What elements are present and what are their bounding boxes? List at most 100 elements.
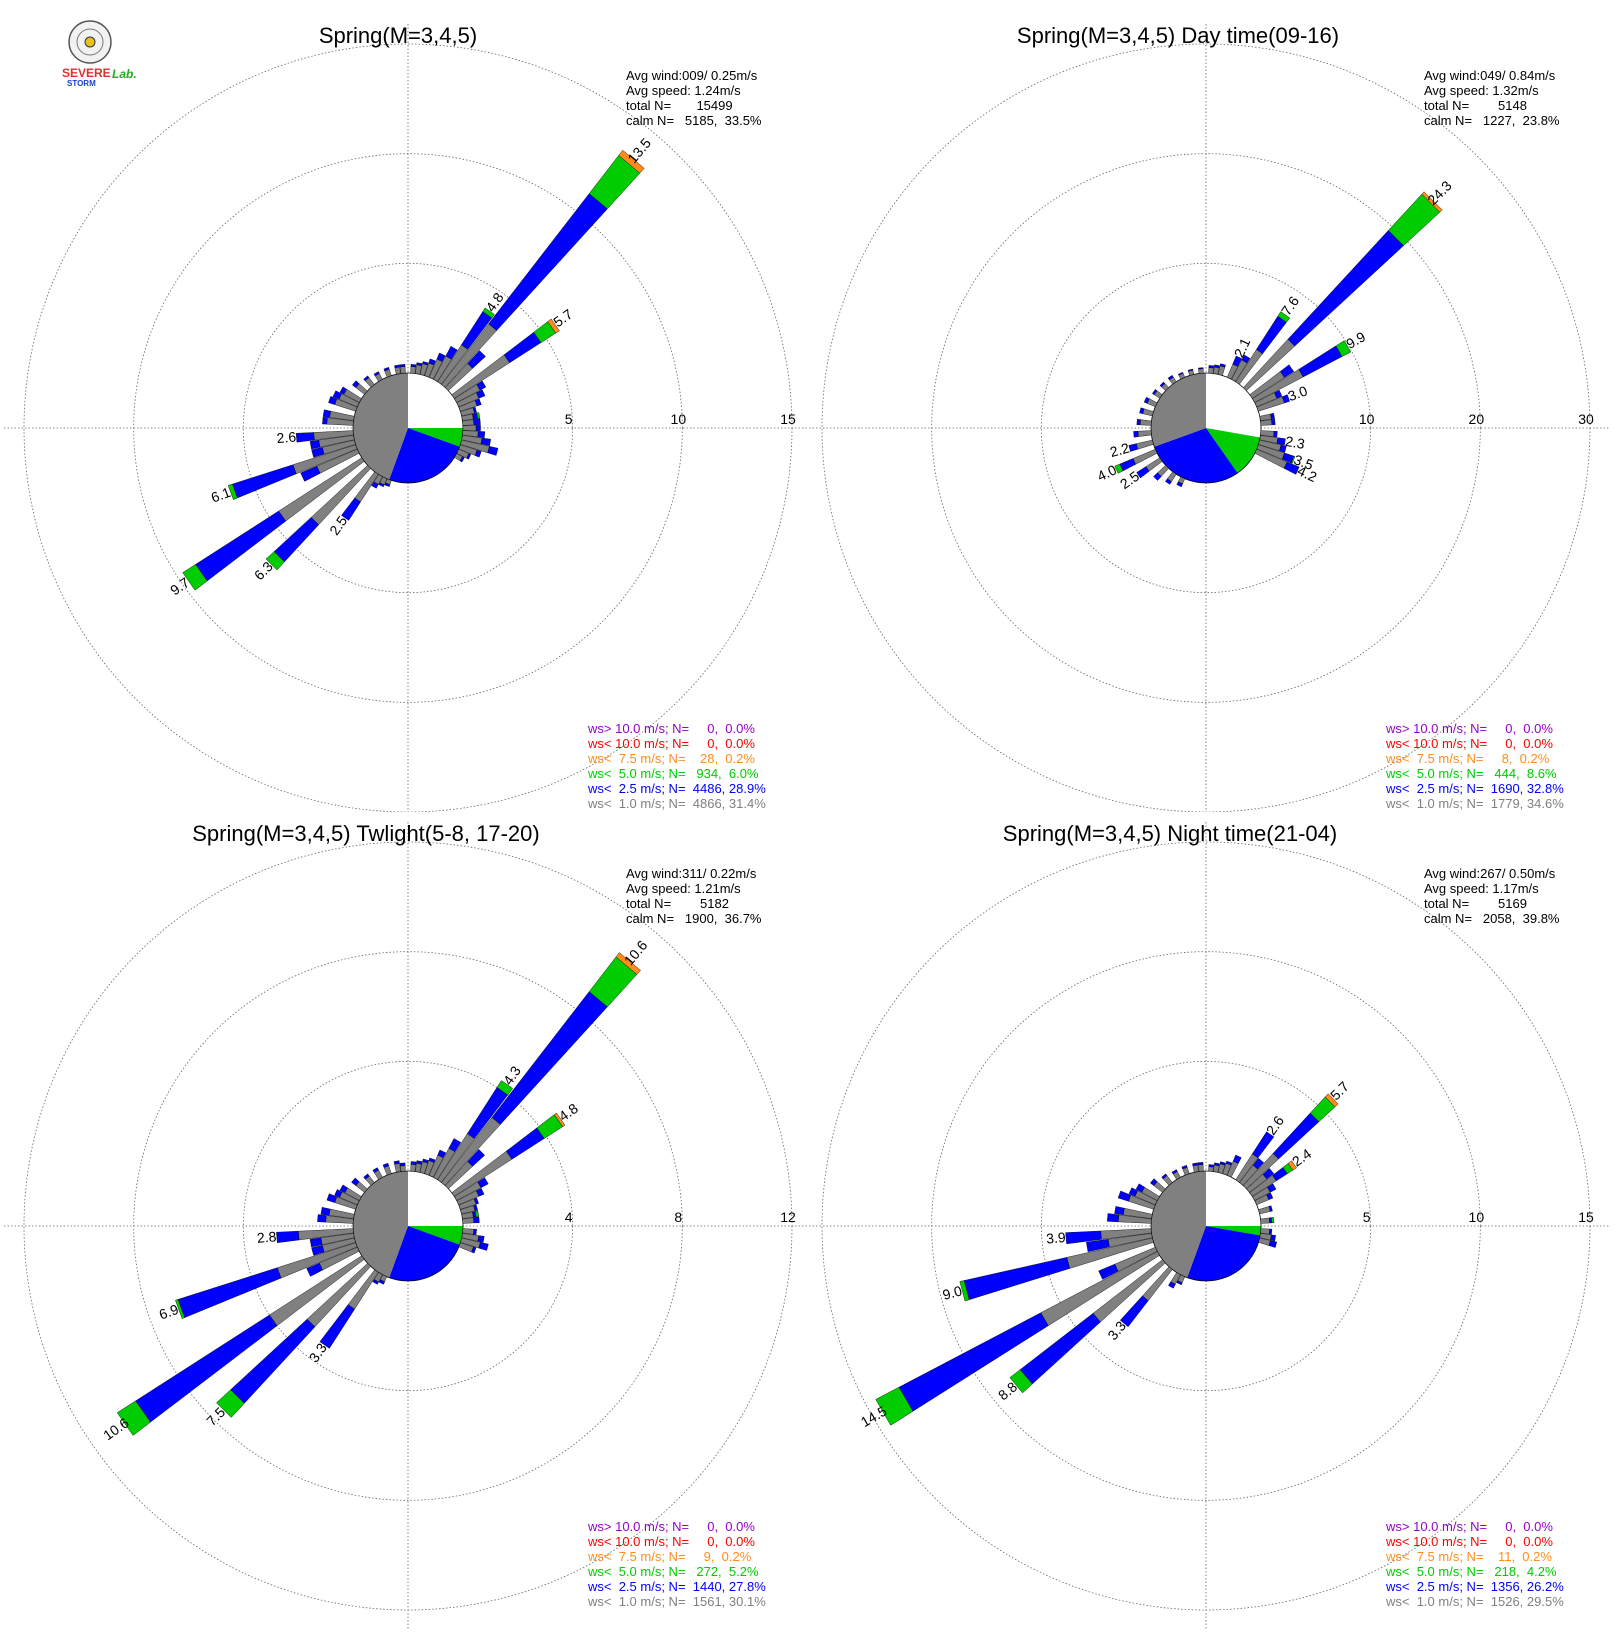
calm-sector bbox=[389, 1226, 460, 1281]
stat-line: Avg wind:267/ 0.50m/s bbox=[1424, 866, 1556, 881]
bar-segment bbox=[473, 1197, 479, 1205]
direction-bar bbox=[451, 318, 560, 399]
bar-segment bbox=[1259, 413, 1272, 421]
legend-entry: ws< 7.5 m/s; N= 28, 0.2% bbox=[587, 751, 755, 766]
lab-logo: SEVERE STORM Lab. bbox=[62, 20, 137, 88]
direction-bar bbox=[182, 457, 365, 591]
bar-segment bbox=[1136, 466, 1150, 479]
direction-bar bbox=[1176, 476, 1186, 488]
direction-bar bbox=[1252, 1183, 1277, 1201]
bar-segment bbox=[1135, 1183, 1145, 1193]
direction-bar bbox=[410, 1161, 417, 1172]
bar-segment bbox=[1260, 1228, 1270, 1235]
direction-bar bbox=[415, 1160, 423, 1173]
bar-segment bbox=[1276, 437, 1286, 446]
bar-segment bbox=[347, 1269, 379, 1310]
direction-bar bbox=[1139, 407, 1154, 417]
legend-entry: ws< 1.0 m/s; N= 1526, 29.5% bbox=[1385, 1594, 1564, 1609]
direction-bar bbox=[1235, 311, 1291, 385]
bar-segment bbox=[473, 418, 481, 426]
direction-bar bbox=[1249, 364, 1295, 399]
panel-title: Spring(M=3,4,5) Day time(09-16) bbox=[1017, 23, 1339, 48]
bar-segment bbox=[394, 1163, 401, 1173]
direction-bar bbox=[456, 389, 486, 408]
windrose-panel-4: 5 10 152.65.72.43.38.814.59.03.9Spring(M=3… bbox=[810, 821, 1610, 1630]
bar-segment bbox=[547, 318, 560, 334]
bar-segment bbox=[394, 366, 401, 375]
direction-bar bbox=[410, 364, 417, 374]
bar-segment bbox=[474, 1210, 480, 1218]
bar-segment bbox=[898, 1312, 1049, 1412]
direction-bar bbox=[1171, 1169, 1181, 1180]
direction-bar bbox=[339, 1184, 362, 1201]
bar-segment bbox=[496, 1080, 514, 1096]
bar-segment bbox=[1260, 1217, 1270, 1224]
bar-segment bbox=[1287, 1160, 1297, 1171]
direction-bar bbox=[456, 1187, 485, 1206]
bar-segment bbox=[1128, 1187, 1138, 1197]
bar-segment bbox=[399, 1162, 406, 1167]
bar-segment bbox=[1219, 1161, 1226, 1166]
bar-segment bbox=[1274, 389, 1283, 399]
bar-segment bbox=[1168, 1281, 1176, 1289]
bar-segment bbox=[618, 149, 645, 174]
bar-segment bbox=[422, 1158, 429, 1164]
direction-bar bbox=[295, 430, 354, 443]
calm-sector bbox=[352, 373, 408, 480]
direction-bar bbox=[462, 1228, 477, 1235]
direction-bar bbox=[461, 435, 491, 447]
bar-segment bbox=[1232, 355, 1243, 367]
calm-sector bbox=[408, 373, 463, 428]
logo-lab-text: Lab. bbox=[112, 67, 137, 81]
bar-segment bbox=[1280, 364, 1295, 378]
direction-bar bbox=[441, 149, 645, 388]
bar-segment bbox=[399, 366, 406, 374]
direction-bar bbox=[462, 424, 481, 432]
legend-entry: ws< 5.0 m/s; N= 218, 4.2% bbox=[1385, 1564, 1557, 1579]
calm-sector bbox=[408, 428, 463, 447]
legend-entry: ws< 5.0 m/s; N= 444, 8.6% bbox=[1385, 766, 1557, 781]
direction-bar bbox=[458, 398, 482, 412]
bar-segment bbox=[1192, 1164, 1199, 1173]
bar-segment bbox=[311, 447, 325, 458]
direction-bar bbox=[415, 362, 423, 375]
calm-sector bbox=[1206, 428, 1261, 474]
bar-segment bbox=[332, 390, 342, 400]
direction-bar bbox=[428, 352, 446, 380]
direction-bar bbox=[339, 386, 362, 403]
direction-bar bbox=[1239, 1157, 1264, 1186]
direction-bar bbox=[1246, 1168, 1275, 1193]
bar-segment bbox=[1192, 1162, 1198, 1167]
direction-bar bbox=[1217, 363, 1226, 376]
bar-segment bbox=[482, 307, 495, 319]
direction-bar bbox=[1152, 389, 1163, 399]
direction-bar bbox=[351, 1177, 368, 1193]
direction-bar bbox=[462, 418, 481, 426]
direction-bar bbox=[1254, 448, 1300, 475]
direction-bar bbox=[394, 364, 401, 375]
bar-segment bbox=[1266, 1192, 1274, 1200]
bar-segment bbox=[416, 1160, 423, 1165]
bar-segment bbox=[1208, 367, 1214, 374]
bar-segment bbox=[363, 1173, 370, 1180]
direction-bar bbox=[322, 409, 355, 421]
bar-segment bbox=[1214, 1162, 1220, 1167]
direction-bar bbox=[322, 416, 354, 426]
lab-seal-center bbox=[84, 36, 96, 48]
direction-bar bbox=[451, 1112, 566, 1197]
bar-segment bbox=[1159, 381, 1166, 388]
bar-segment bbox=[436, 352, 446, 362]
bar-segment bbox=[232, 464, 297, 499]
direction-bar bbox=[445, 350, 486, 391]
direction-bar bbox=[341, 471, 379, 521]
legend-entry: ws< 7.5 m/s; N= 11, 0.2% bbox=[1385, 1549, 1552, 1564]
direction-bar bbox=[371, 474, 383, 489]
direction-bar bbox=[1260, 1217, 1275, 1224]
bar-segment bbox=[875, 1386, 914, 1426]
bar-segment bbox=[476, 380, 487, 391]
direction-bar bbox=[1086, 1233, 1153, 1252]
direction-bars bbox=[182, 149, 645, 591]
bar-segment bbox=[393, 1160, 400, 1165]
calm-circle bbox=[352, 1170, 464, 1282]
bar-segment bbox=[328, 396, 338, 405]
